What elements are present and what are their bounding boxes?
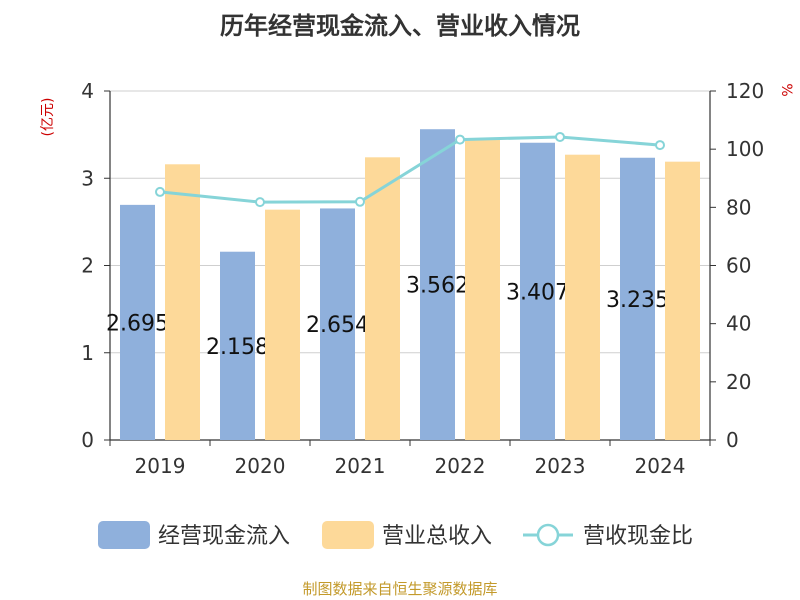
legend-label: 营收现金比 (583, 524, 693, 549)
ratio-point (255, 197, 265, 208)
legend-swatch (322, 521, 374, 549)
bar-data-label: 2.654 (306, 313, 369, 338)
bar-revenue (665, 161, 700, 441)
ratio-point (355, 196, 365, 207)
y-left-tick-label: 0 (81, 428, 94, 452)
bar-data-label: 3.562 (406, 274, 469, 299)
x-tick-label: 2022 (435, 454, 486, 478)
bar-data-label: 2.158 (206, 335, 269, 360)
x-tick-label: 2024 (635, 454, 686, 478)
legend-swatch-marker (536, 523, 560, 547)
ratio-point (655, 140, 665, 151)
bar-cash-inflow (220, 251, 255, 440)
chart-title: 历年经营现金流入、营业收入情况 (220, 12, 580, 40)
legend-label: 营业总收入 (382, 524, 492, 549)
bar-revenue (265, 209, 300, 440)
bar-revenue (365, 157, 400, 440)
y-left-tick-label: 1 (81, 341, 94, 365)
y-right-tick-label: 100 (726, 137, 764, 161)
ratio-point (155, 186, 165, 197)
y-left-tick-label: 2 (81, 254, 94, 278)
bar-revenue (565, 154, 600, 440)
y-right-tick-label: 40 (726, 312, 751, 336)
bar-cash-inflow (320, 208, 355, 440)
y-right-tick-label: 20 (726, 370, 751, 394)
ratio-point (555, 131, 565, 142)
y-right-tick-label: 80 (726, 195, 751, 219)
bar-data-label: 3.407 (506, 280, 569, 305)
x-tick-label: 2023 (535, 454, 586, 478)
ratio-line (159, 135, 661, 204)
x-tick-label: 2020 (235, 454, 286, 478)
y-right-tick-label: 60 (726, 254, 751, 278)
legend-swatch (98, 521, 150, 549)
x-tick-label: 2021 (335, 454, 386, 478)
bar-cash-inflow (420, 129, 455, 440)
bar-data-label: 2.695 (106, 311, 169, 336)
bar-cash-inflow (520, 142, 555, 440)
bar-cash-inflow (120, 204, 155, 440)
legend-label: 经营现金流入 (158, 524, 290, 549)
y-left-tick-label: 4 (81, 79, 94, 103)
bar-revenue (465, 138, 500, 441)
bar-data-label: 3.235 (606, 288, 669, 313)
y-left-tick-label: 3 (81, 166, 94, 190)
ratio-point (455, 134, 465, 145)
source-note: 制图数据来自恒生聚源数据库 (302, 580, 498, 598)
bar-revenue (165, 164, 200, 441)
bar-cash-inflow (620, 157, 655, 440)
y-right-tick-label: 120 (726, 79, 764, 103)
x-tick-label: 2019 (135, 454, 186, 478)
y-right-tick-label: 0 (726, 428, 739, 452)
